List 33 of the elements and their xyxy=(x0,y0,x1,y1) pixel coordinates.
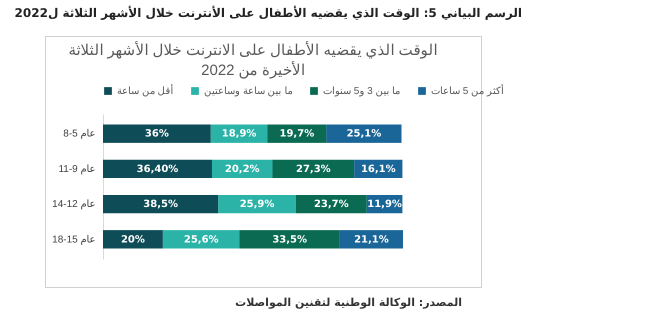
bar xyxy=(103,194,218,214)
chart-title: الرسم البياني 5: الوقت الذي يقضيه الأطفال على الأنترنت خلال الأشهر الثلاثة ل2022 xyxy=(14,6,522,20)
data-label: 33,5% xyxy=(272,234,308,246)
data-label: 36% xyxy=(144,128,169,140)
data-label: 36,40% xyxy=(136,164,178,175)
y-tick-label: 8-5 عام xyxy=(63,128,96,140)
data-label: 20% xyxy=(120,234,145,246)
data-label: 27,3% xyxy=(296,164,331,175)
y-tick-label: 11-9 عام xyxy=(58,164,96,175)
legend-label: أقل من ساعة xyxy=(117,84,174,97)
bar xyxy=(240,230,340,248)
data-label: 21,1% xyxy=(354,234,389,246)
chart-subtitle: الوقت الذي يقضيه الأطفال على الانترنت خلال الأشهر الثلاثة الأخيرة من 2022 xyxy=(68,41,438,79)
bar xyxy=(103,230,163,248)
legend-label: ما بين 3 و5 سنوات xyxy=(323,86,400,97)
data-label: 23,7% xyxy=(314,199,349,210)
bar xyxy=(103,124,211,143)
data-label: 25,1% xyxy=(346,128,382,140)
bar xyxy=(162,230,240,248)
data-label: 11,9% xyxy=(367,199,402,210)
bar xyxy=(326,124,402,143)
data-label: 18,9% xyxy=(222,128,256,140)
text: المصدر: الوكالة الوطنية لتقنين المواصلات xyxy=(234,296,462,309)
data-label: 19,7% xyxy=(280,128,314,140)
y-tick-label: 18-15 عام xyxy=(52,234,96,246)
y-tick-label: 14-12 عام xyxy=(52,199,96,210)
legend-label: أكثر من 5 ساعات xyxy=(431,84,504,97)
data-label: 25,6% xyxy=(184,234,219,246)
data-label: 20,2% xyxy=(224,164,260,175)
data-label: 16,1% xyxy=(360,164,396,175)
data-label: 25,9% xyxy=(240,199,274,210)
legend-label: ما بين ساعة وساعتين xyxy=(204,86,292,97)
data-label: 38,5% xyxy=(143,199,178,210)
